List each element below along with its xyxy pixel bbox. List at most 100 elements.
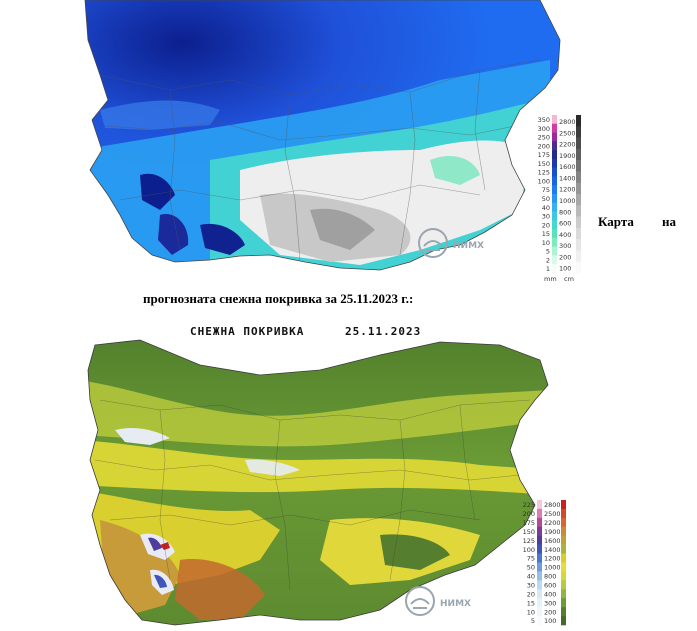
snow-legend-right-label: 2500	[544, 510, 561, 518]
precip-legend-right-label: 100	[559, 265, 571, 273]
snow-legend-right-label: 1000	[544, 564, 561, 572]
precip-legend-left-label: 2	[546, 256, 550, 264]
nimh-logo-snow-text: НИМХ	[440, 599, 471, 609]
snow-legend-left-label: 10	[527, 608, 535, 616]
snow-legend: 2252001751501251007550403020151052800250…	[523, 500, 566, 626]
snow-legend-right-swatch	[561, 607, 566, 617]
snow-legend-right-swatch	[561, 580, 566, 590]
precip-legend-right-swatch	[576, 216, 581, 229]
snow-legend-left-swatch	[537, 508, 542, 519]
precipitation-border	[84, 0, 561, 271]
snow-legend-right-label: 400	[544, 590, 556, 598]
snow-legend-left-swatch	[537, 607, 542, 617]
nimh-logo: НИМХ	[418, 228, 484, 258]
snow-legend-left-swatch	[537, 589, 542, 599]
snow-legend-left-label: 200	[523, 510, 535, 518]
precipitation-map-graphic: НИМХ 35030025020017515012510075504030201…	[84, 0, 581, 283]
precip-legend-left-label: 350	[538, 116, 550, 124]
precip-legend-left-label: 50	[542, 195, 550, 203]
precip-legend-unit: mm	[544, 275, 557, 283]
caption-line2: прогнозната снежна покривка за 25.11.202…	[143, 291, 414, 306]
snow-legend-right-swatch	[561, 553, 566, 563]
precip-legend-right-swatch	[576, 115, 581, 127]
snow-legend-left-label: 75	[527, 555, 535, 563]
precip-legend-right-swatch	[576, 227, 581, 240]
snow-country-shape	[88, 340, 548, 625]
precip-legend-left-swatch	[552, 264, 557, 274]
precip-legend-left-label: 300	[538, 125, 550, 133]
snow-legend-left-swatch	[537, 517, 542, 528]
precipitation-map: НИМХ 350 300 250 200 175 150 125 100 75 50 40 30 20 1…	[80, 0, 595, 285]
snow-legend-left-label: 50	[527, 564, 535, 572]
snow-legend-left-label: 40	[527, 573, 535, 581]
precip-legend-left-label: 5	[546, 248, 550, 256]
snow-legend-right-label: 1900	[544, 528, 561, 536]
snow-legend-left-label: 15	[527, 599, 535, 607]
precip-legend-left-swatch	[552, 141, 557, 151]
snow-legend-left-label: 5	[531, 617, 535, 625]
precip-legend-left-swatch	[552, 158, 557, 168]
precip-legend-right-swatch	[576, 148, 581, 161]
precip-legend-left-label: 1	[546, 265, 550, 273]
snow-legend-left-swatch	[537, 500, 542, 510]
precip-legend-right-swatch	[576, 171, 581, 184]
precip-legend-right-swatch	[576, 250, 581, 263]
snow-legend-left-label: 20	[527, 590, 535, 598]
snow-legend-left-swatch	[537, 562, 542, 572]
precip-legend-right-label: 300	[559, 242, 571, 250]
snow-legend-right-label: 200	[544, 608, 556, 616]
precip-legend-left-label: 150	[538, 160, 550, 168]
precip-legend-right-label: 400	[559, 231, 571, 239]
nimh-logo-text: НИМХ	[453, 241, 484, 251]
snow-legend-right-swatch	[561, 589, 566, 599]
snow-legend-left-swatch	[537, 553, 542, 563]
snow-legend-right-swatch	[561, 571, 566, 581]
precipitation-country-shape	[85, 0, 560, 270]
precip-legend-right-label: 600	[559, 220, 571, 228]
precip-legend-left-label: 15	[542, 230, 550, 238]
snow-map-graphic: НИМХ 22520017515012510075504030201510528…	[87, 339, 566, 626]
snow-legend-left-label: 125	[523, 537, 535, 545]
snow-legend-right-swatch	[561, 508, 566, 519]
precip-legend-left-label: 30	[542, 213, 550, 221]
precip-legend-right-label: 800	[559, 208, 571, 216]
precip-legend-left-swatch	[552, 237, 557, 247]
precip-legend-right-label: 1900	[559, 152, 576, 160]
precip-legend-left-swatch	[552, 255, 557, 265]
snow-legend-left-label: 150	[523, 528, 535, 536]
precip-legend-left-label: 200	[538, 142, 550, 150]
snow-legend-right-label: 2800	[544, 501, 561, 509]
snow-legend-right-swatch	[561, 535, 566, 545]
precip-legend-right-swatch	[576, 261, 581, 274]
precip-legend-right-swatch	[576, 126, 581, 138]
precip-legend-right-swatch	[576, 182, 581, 195]
snow-legend-right-label: 1600	[544, 537, 561, 545]
snow-legend-left-swatch	[537, 571, 542, 581]
precip-legend-right-swatch	[576, 160, 581, 172]
precip-legend-left-label: 40	[542, 204, 550, 212]
caption-part2: на	[662, 214, 676, 229]
snow-map-date: 25.11.2023	[345, 325, 422, 338]
precip-legend-left-label: 20	[542, 221, 550, 229]
snow-legend-right-label: 2200	[544, 519, 561, 527]
snow-legend-right-swatch	[561, 526, 566, 537]
precip-legend-left-swatch	[552, 211, 557, 221]
precip-legend-left-label: 10	[542, 239, 550, 247]
precip-legend-left-swatch	[552, 202, 557, 212]
snow-legend-right-label: 1200	[544, 555, 561, 563]
precip-legend-right-label: 200	[559, 253, 571, 261]
snow-legend-right-label: 600	[544, 582, 556, 590]
snow-legend-left-swatch	[537, 535, 542, 545]
precip-legend-left-swatch	[552, 246, 557, 256]
snow-legend-right-swatch	[561, 598, 566, 608]
precip-legend-left-swatch	[552, 176, 557, 186]
snow-cover-map: СНЕЖНА ПОКРИВКА 25.11.2023	[80, 320, 580, 631]
snow-legend-left-swatch	[537, 598, 542, 608]
precipitation-legend: 3503002502001751501251007550403020151052…	[538, 115, 581, 283]
precip-legend-right-swatch	[576, 205, 581, 217]
snow-legend-left-label: 175	[523, 519, 535, 527]
precip-legend-right-label: 1200	[559, 186, 576, 194]
precip-legend-left-swatch	[552, 150, 557, 160]
snow-map-title: СНЕЖНА ПОКРИВКА	[190, 325, 305, 338]
nimh-logo-snow: НИМХ	[405, 586, 471, 616]
